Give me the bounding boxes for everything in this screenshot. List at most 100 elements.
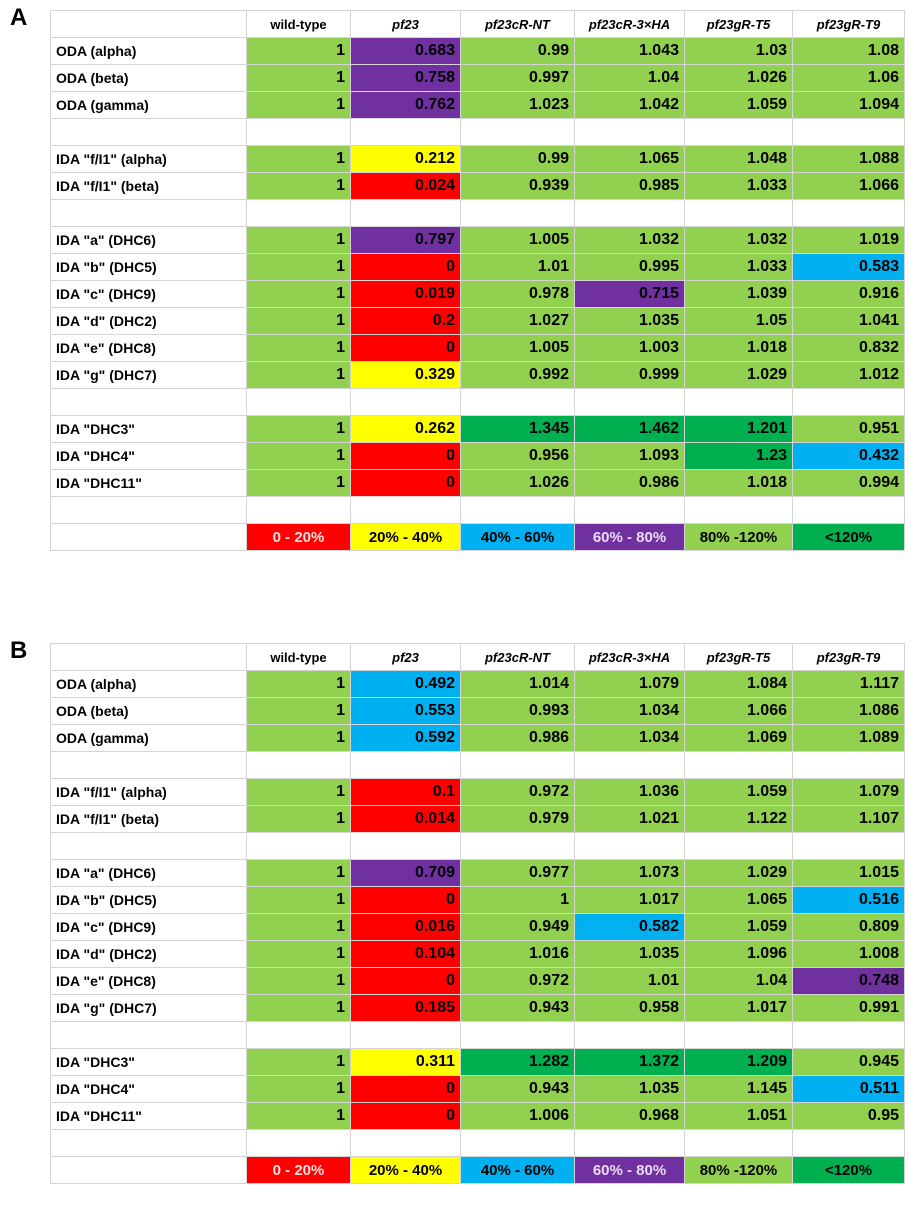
table-row: IDA "DHC3" 1 0.311 1.282 1.372 1.209 0.945 [50, 1048, 905, 1076]
empty-cell [246, 496, 351, 524]
empty-cell [350, 496, 461, 524]
row-label: IDA "DHC3" [50, 415, 247, 443]
value-cell: 1.051 [684, 1102, 793, 1130]
empty-cell [350, 199, 461, 227]
value-cell: 1.059 [684, 778, 793, 806]
table-row: ODA (beta) 1 0.553 0.993 1.034 1.066 1.086 [50, 697, 905, 725]
value-cell: 1 [246, 64, 351, 92]
column-header: pf23cR-3×HA [574, 643, 685, 671]
column-header: pf23gR-T9 [792, 10, 905, 38]
value-cell: 0.104 [350, 940, 461, 968]
value-cell: 0.582 [574, 913, 685, 941]
value-cell: 0.979 [460, 805, 575, 833]
value-cell: 0.972 [460, 967, 575, 995]
value-cell: 1.032 [574, 226, 685, 254]
value-cell: 0.592 [350, 724, 461, 752]
empty-cell [50, 751, 247, 779]
table-row: ODA (gamma) 1 0.592 0.986 1.034 1.069 1.089 [50, 724, 905, 752]
value-cell: 1 [246, 886, 351, 914]
value-cell: 1.084 [684, 670, 793, 698]
value-cell: 0 [350, 886, 461, 914]
spacer-row [50, 1021, 905, 1049]
column-header: pf23gR-T9 [792, 643, 905, 671]
empty-cell [460, 1021, 575, 1049]
value-cell: 0.958 [574, 994, 685, 1022]
empty-cell [50, 199, 247, 227]
spacer-row [50, 199, 905, 227]
value-cell: 0.019 [350, 280, 461, 308]
table-row: IDA "b" (DHC5) 1 0 1 1.017 1.065 0.516 [50, 886, 905, 914]
value-cell: 0.972 [460, 778, 575, 806]
value-cell: 1.023 [460, 91, 575, 119]
empty-cell [246, 1021, 351, 1049]
value-cell: 0.2 [350, 307, 461, 335]
value-cell: 1.033 [684, 172, 793, 200]
value-cell: 0.583 [792, 253, 905, 281]
value-cell: 1 [246, 361, 351, 389]
empty-cell [792, 388, 905, 416]
empty-cell [50, 118, 247, 146]
table-row: IDA "DHC11" 1 0 1.026 0.986 1.018 0.994 [50, 469, 905, 497]
table-row: IDA "a" (DHC6) 1 0.797 1.005 1.032 1.032 1.019 [50, 226, 905, 254]
value-cell: 1.096 [684, 940, 793, 968]
value-cell: 0.492 [350, 670, 461, 698]
value-cell: 0.977 [460, 859, 575, 887]
value-cell: 1 [246, 670, 351, 698]
value-cell: 0.978 [460, 280, 575, 308]
empty-cell [50, 1021, 247, 1049]
value-cell: 1.003 [574, 334, 685, 362]
value-cell: 1.026 [460, 469, 575, 497]
value-cell: 0.95 [792, 1102, 905, 1130]
empty-cell [246, 832, 351, 860]
row-label: IDA "DHC11" [50, 469, 247, 497]
value-cell: 1.04 [684, 967, 793, 995]
table-row: ODA (gamma) 1 0.762 1.023 1.042 1.059 1.094 [50, 91, 905, 119]
row-label: ODA (gamma) [50, 91, 247, 119]
value-cell: 1.122 [684, 805, 793, 833]
value-cell: 1 [246, 1048, 351, 1076]
value-cell: 1.08 [792, 37, 905, 65]
header-corner [50, 10, 247, 38]
empty-cell [792, 832, 905, 860]
empty-cell [574, 751, 685, 779]
value-cell: 0.945 [792, 1048, 905, 1076]
value-cell: 0.809 [792, 913, 905, 941]
value-cell: 0.715 [574, 280, 685, 308]
empty-cell [574, 199, 685, 227]
legend-item: 40% - 60% [460, 523, 575, 551]
empty-cell [246, 199, 351, 227]
value-cell: 0.709 [350, 859, 461, 887]
table-row: IDA "DHC4" 1 0 0.956 1.093 1.23 0.432 [50, 442, 905, 470]
value-cell: 1.282 [460, 1048, 575, 1076]
value-cell: 1.209 [684, 1048, 793, 1076]
value-cell: 0.748 [792, 967, 905, 995]
legend-corner [50, 523, 247, 551]
value-cell: 1.01 [574, 967, 685, 995]
value-cell: 0 [350, 253, 461, 281]
value-cell: 1.016 [460, 940, 575, 968]
column-header: wild-type [246, 643, 351, 671]
spacer-row [50, 496, 905, 524]
value-cell: 1.034 [574, 697, 685, 725]
value-cell: 0.832 [792, 334, 905, 362]
value-cell: 1 [246, 778, 351, 806]
row-label: IDA "b" (DHC5) [50, 886, 247, 914]
empty-cell [684, 1021, 793, 1049]
spacer-row [50, 751, 905, 779]
value-cell: 0.797 [350, 226, 461, 254]
row-label: ODA (gamma) [50, 724, 247, 752]
header-row: wild-type pf23 pf23cR-NT pf23cR-3×HA pf23gR-… [50, 643, 905, 671]
value-cell: 1.008 [792, 940, 905, 968]
empty-cell [684, 118, 793, 146]
value-cell: 1 [246, 994, 351, 1022]
value-cell: 1 [246, 724, 351, 752]
value-cell: 1.021 [574, 805, 685, 833]
legend-item: 0 - 20% [246, 523, 351, 551]
value-cell: 1 [246, 967, 351, 995]
value-cell: 0.985 [574, 172, 685, 200]
value-cell: 1.073 [574, 859, 685, 887]
value-cell: 1.039 [684, 280, 793, 308]
value-cell: 1.029 [684, 361, 793, 389]
row-label: IDA "d" (DHC2) [50, 940, 247, 968]
value-cell: 1.036 [574, 778, 685, 806]
